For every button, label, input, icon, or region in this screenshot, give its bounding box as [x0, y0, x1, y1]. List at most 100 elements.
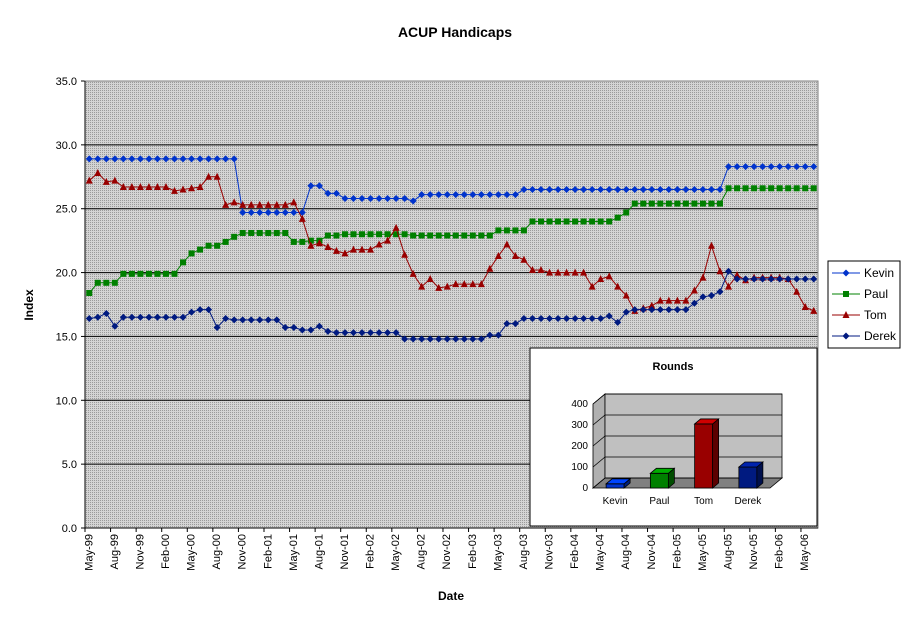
data-point	[810, 185, 817, 192]
data-point	[256, 200, 264, 208]
data-point	[384, 194, 392, 202]
data-point	[349, 329, 357, 337]
data-point	[750, 163, 758, 171]
y-tick-label: 20.0	[56, 268, 77, 280]
data-point	[614, 186, 622, 194]
x-tick-label: Nov-04	[646, 534, 658, 569]
data-point	[341, 249, 349, 257]
data-point	[179, 313, 187, 321]
data-point	[205, 306, 213, 314]
data-point	[256, 316, 264, 324]
data-point	[298, 326, 306, 334]
data-point	[324, 243, 332, 251]
data-point	[657, 200, 664, 207]
inset-y-tick-label: 100	[571, 462, 588, 473]
data-point	[503, 240, 511, 248]
data-point	[452, 280, 460, 288]
data-point	[230, 316, 238, 324]
data-point	[640, 200, 647, 207]
main-plot-area: 0.0 5.0 10.0 15.0 20.0 25.0 30.0 35.0 May-99 Aug-…	[56, 76, 819, 571]
data-point	[690, 299, 698, 307]
x-tick-label: Nov-03	[544, 534, 556, 569]
data-point	[239, 209, 247, 217]
data-point	[213, 323, 221, 331]
series-paul	[86, 185, 817, 297]
data-point	[188, 250, 195, 257]
data-point	[401, 231, 408, 238]
data-point	[580, 268, 588, 276]
data-point	[631, 200, 638, 207]
data-point	[707, 186, 715, 194]
data-point	[393, 231, 400, 238]
legend-swatch-marker	[842, 311, 850, 318]
data-point	[213, 155, 221, 163]
data-point	[622, 291, 630, 299]
data-point	[376, 231, 383, 238]
data-point	[162, 313, 170, 321]
bar-top	[605, 478, 632, 485]
data-point	[477, 335, 485, 343]
data-point	[375, 194, 383, 202]
inset-gridline-side	[592, 414, 606, 426]
data-point	[239, 316, 247, 324]
data-point	[588, 186, 596, 194]
data-point	[358, 245, 366, 253]
data-point	[136, 183, 144, 191]
data-point	[452, 191, 460, 199]
data-point	[665, 306, 673, 314]
data-point	[392, 223, 400, 231]
x-axis-label: Date	[438, 589, 464, 603]
data-point	[444, 232, 451, 239]
data-point	[418, 335, 426, 343]
x-tick-label: Feb-06	[774, 534, 786, 569]
data-point	[511, 251, 519, 259]
data-point	[281, 323, 289, 331]
x-tick-label: May-02	[390, 534, 402, 571]
data-point	[435, 283, 443, 291]
bar-top	[737, 461, 764, 468]
data-point	[511, 320, 519, 328]
data-point	[528, 315, 536, 323]
y-tick-label: 30.0	[56, 140, 77, 152]
data-point	[494, 191, 502, 199]
data-point	[401, 335, 409, 343]
data-point	[486, 232, 493, 239]
data-point	[631, 186, 639, 194]
data-point	[801, 163, 809, 171]
data-point	[273, 316, 281, 324]
data-point	[699, 200, 706, 207]
x-tick-label: Aug-03	[518, 534, 530, 569]
data-point	[94, 155, 102, 163]
legend-box	[827, 260, 901, 349]
data-point	[648, 200, 655, 207]
inset-gridline-side	[592, 456, 606, 468]
data-point	[230, 155, 238, 163]
data-point	[153, 183, 161, 191]
data-point	[443, 191, 451, 199]
data-point	[810, 163, 818, 171]
data-point	[179, 155, 187, 163]
data-point	[469, 191, 477, 199]
data-point	[546, 268, 554, 276]
data-point	[111, 176, 119, 184]
data-point	[85, 176, 93, 184]
data-point	[239, 200, 247, 208]
data-point	[528, 186, 536, 194]
data-point	[725, 267, 733, 275]
data-point	[810, 306, 818, 314]
data-point	[145, 313, 153, 321]
bar-front	[649, 472, 669, 489]
data-point	[477, 191, 485, 199]
data-point	[503, 227, 510, 234]
inset-x-tick-label: Kevin	[603, 496, 628, 507]
data-point	[384, 236, 392, 244]
data-point	[231, 233, 238, 240]
data-point	[111, 279, 118, 286]
data-point	[94, 279, 101, 286]
data-point	[86, 290, 93, 297]
data-point	[716, 288, 724, 296]
data-point	[85, 155, 93, 163]
data-point	[392, 329, 400, 337]
data-point	[264, 209, 272, 217]
data-point	[699, 293, 707, 301]
